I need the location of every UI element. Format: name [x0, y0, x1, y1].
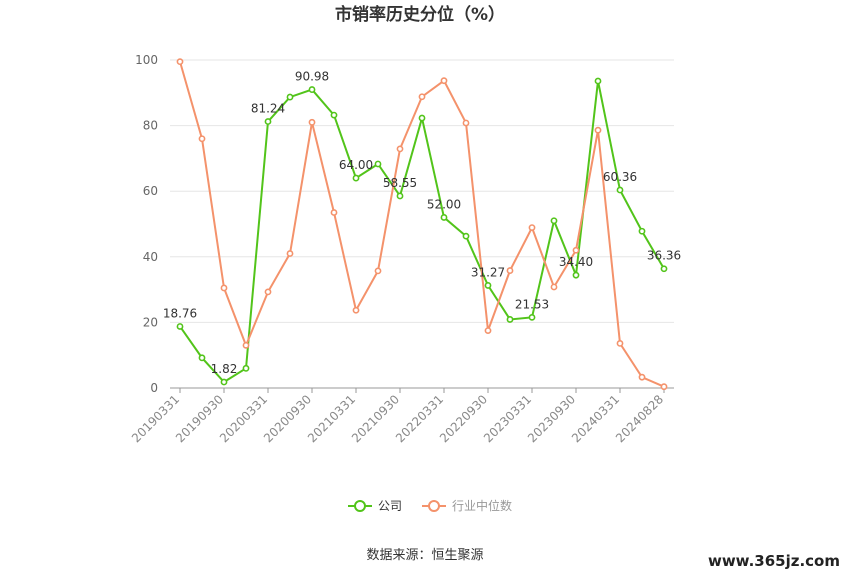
data-point	[638, 373, 646, 381]
data-point	[308, 118, 316, 126]
data-label: 21.53	[515, 297, 549, 311]
data-point	[616, 186, 624, 194]
data-point	[418, 93, 426, 101]
data-point	[176, 58, 184, 66]
axes: 0204060801002019033120190930202003312020…	[129, 53, 674, 445]
data-label: 58.55	[383, 176, 417, 190]
legend-marker-icon	[428, 500, 440, 512]
series-industry-median	[176, 58, 668, 391]
data-point	[594, 126, 602, 134]
data-point	[550, 217, 558, 225]
data-point	[462, 232, 470, 240]
data-point	[572, 271, 580, 279]
data-label: 31.27	[471, 265, 505, 279]
chart-title: 市销率历史分位（%）	[335, 4, 505, 25]
data-point	[242, 364, 250, 372]
data-point	[484, 282, 492, 289]
data-point	[308, 86, 316, 93]
legend-item-company[interactable]: 公司	[348, 499, 402, 513]
data-point	[220, 284, 228, 292]
data-point	[506, 267, 514, 274]
data-point	[374, 267, 382, 275]
data-point	[572, 246, 580, 254]
data-point	[638, 227, 646, 235]
legend-marker-icon	[354, 500, 366, 512]
y-tick-label: 0	[150, 381, 158, 395]
data-point	[418, 114, 426, 122]
data-point	[330, 209, 338, 216]
data-label: 34.40	[559, 255, 593, 269]
y-tick-label: 60	[143, 184, 158, 198]
watermark: www.365jz.com	[708, 552, 840, 570]
data-labels: 18.76 1.82 81.24 90.98 64.00 58.55 52.00 31.27 2…	[163, 70, 681, 376]
data-point	[440, 77, 448, 85]
y-tick-label: 100	[135, 53, 158, 67]
data-point	[198, 135, 206, 143]
y-tick-label: 80	[143, 119, 158, 133]
data-point	[594, 77, 602, 85]
data-point	[286, 93, 294, 101]
data-point	[484, 327, 492, 334]
data-point	[374, 160, 382, 168]
series-layer	[176, 58, 668, 391]
series-company	[176, 77, 668, 386]
data-label: 81.24	[251, 102, 285, 116]
data-label: 64.00	[339, 158, 373, 172]
legend[interactable]: 公司 行业中位数	[348, 498, 512, 513]
data-point	[396, 192, 404, 200]
data-point	[330, 111, 338, 119]
data-point	[242, 341, 250, 349]
data-point	[550, 283, 558, 291]
data-point	[528, 224, 536, 232]
data-point	[396, 145, 404, 153]
grid-lines	[170, 59, 674, 323]
data-point	[264, 288, 272, 296]
y-tick-label: 40	[143, 250, 158, 264]
data-point	[462, 119, 470, 127]
data-point	[264, 118, 272, 125]
legend-label: 公司	[378, 499, 402, 513]
data-point	[616, 339, 624, 347]
data-label: 36.36	[647, 249, 681, 263]
x-tick-label: 20240828	[613, 392, 666, 445]
data-label: 1.82	[211, 362, 238, 376]
data-point	[660, 383, 668, 391]
data-point	[352, 306, 360, 314]
data-point	[352, 174, 360, 182]
legend-label: 行业中位数	[452, 498, 512, 513]
data-point	[440, 214, 448, 221]
data-label: 90.98	[295, 70, 329, 84]
data-point	[198, 354, 206, 362]
data-point	[660, 265, 668, 273]
legend-item-industry-median[interactable]: 行业中位数	[422, 498, 512, 513]
data-point	[286, 250, 294, 257]
data-label: 52.00	[427, 197, 461, 211]
y-tick-label: 20	[143, 315, 158, 329]
series-line	[179, 80, 665, 384]
data-point	[506, 316, 514, 323]
data-label: 18.76	[163, 306, 197, 320]
data-label: 60.36	[603, 170, 637, 184]
source-note: 数据来源：恒生聚源	[366, 548, 483, 563]
data-point	[176, 323, 184, 330]
data-point	[220, 378, 228, 386]
data-point	[528, 313, 536, 321]
